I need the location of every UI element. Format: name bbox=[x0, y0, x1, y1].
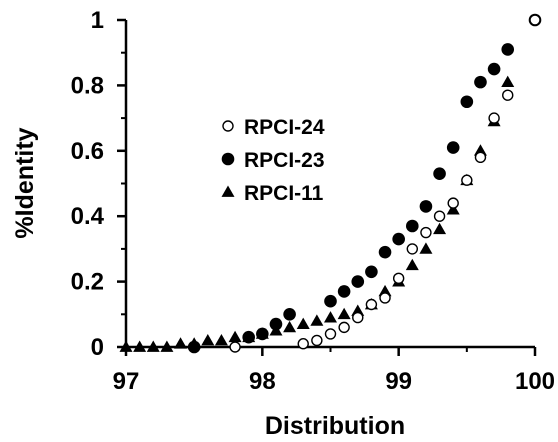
point-rpci-11 bbox=[160, 340, 174, 352]
y-axis-title: %Identity bbox=[11, 127, 39, 238]
x-tick-label: 98 bbox=[249, 368, 276, 395]
point-rpci-23 bbox=[501, 43, 515, 56]
point-rpci-11 bbox=[296, 317, 310, 329]
point-rpci-23 bbox=[378, 245, 392, 259]
point-rpci-24 bbox=[474, 151, 487, 164]
point-rpci-24 bbox=[461, 174, 473, 186]
point-rpci-11 bbox=[119, 340, 133, 352]
point-rpci-23 bbox=[392, 232, 405, 246]
point-rpci-11 bbox=[214, 333, 228, 346]
y-tick-label: 0.4 bbox=[71, 203, 105, 230]
x-tick-label: 97 bbox=[113, 368, 140, 395]
point-rpci-24 bbox=[324, 328, 337, 340]
point-rpci-24 bbox=[420, 226, 432, 239]
point-rpci-11 bbox=[446, 203, 460, 215]
point-rpci-23 bbox=[474, 75, 487, 89]
point-rpci-24 bbox=[529, 14, 541, 26]
legend-marker-rpci-23 bbox=[221, 152, 235, 166]
legend-marker-rpci-11 bbox=[221, 185, 235, 197]
point-rpci-11 bbox=[174, 337, 188, 349]
point-rpci-24 bbox=[406, 243, 418, 255]
point-rpci-23 bbox=[256, 327, 269, 341]
x-tick-label: 99 bbox=[385, 368, 412, 395]
point-rpci-24 bbox=[447, 197, 459, 209]
y-tick-label: 0.6 bbox=[71, 138, 104, 165]
point-rpci-23 bbox=[365, 265, 378, 279]
point-rpci-23 bbox=[324, 294, 337, 308]
point-rpci-23 bbox=[460, 95, 474, 109]
point-rpci-11 bbox=[133, 340, 147, 352]
point-rpci-23 bbox=[242, 330, 255, 344]
point-rpci-11 bbox=[283, 320, 297, 333]
point-rpci-11 bbox=[433, 222, 447, 235]
point-rpci-24 bbox=[311, 334, 323, 347]
point-rpci-24 bbox=[338, 321, 350, 334]
legend-label-rpci-11: RPCI-11 bbox=[244, 182, 324, 205]
point-rpci-23 bbox=[433, 167, 446, 180]
y-tick-label: 0.2 bbox=[71, 269, 104, 296]
point-rpci-24 bbox=[297, 338, 309, 350]
x-axis-title: Distribution bbox=[265, 412, 405, 440]
point-rpci-23 bbox=[419, 200, 433, 213]
point-rpci-11 bbox=[337, 307, 351, 320]
point-rpci-24 bbox=[433, 210, 446, 222]
point-rpci-23 bbox=[337, 285, 351, 298]
point-rpci-11 bbox=[419, 242, 433, 254]
point-rpci-24 bbox=[502, 89, 514, 101]
point-rpci-24 bbox=[229, 341, 241, 353]
point-rpci-24 bbox=[488, 112, 500, 124]
data-points bbox=[119, 13, 542, 354]
point-rpci-11 bbox=[310, 314, 324, 326]
point-rpci-24 bbox=[379, 292, 391, 304]
y-tick-label: 0 bbox=[91, 334, 104, 361]
point-rpci-11 bbox=[201, 333, 215, 346]
legend-marker-rpci-24 bbox=[222, 120, 234, 132]
legend-label-rpci-24: RPCI-24 bbox=[244, 116, 325, 139]
point-rpci-23 bbox=[283, 308, 296, 321]
y-tick-label: 1 bbox=[91, 7, 104, 34]
point-rpci-11 bbox=[146, 340, 160, 352]
x-tick-label: 100 bbox=[515, 368, 555, 395]
point-rpci-23 bbox=[406, 219, 419, 233]
legend: RPCI-24 RPCI-23 RPCI-11 bbox=[221, 116, 325, 205]
point-rpci-11 bbox=[228, 330, 242, 343]
legend-label-rpci-23: RPCI-23 bbox=[244, 149, 325, 172]
point-rpci-11 bbox=[324, 311, 337, 323]
point-rpci-23 bbox=[351, 275, 365, 288]
tick-labels: 0 0.2 0.4 0.6 0.8 1 97 98 99 100 bbox=[71, 7, 555, 395]
point-rpci-24 bbox=[392, 272, 405, 285]
point-rpci-23 bbox=[187, 340, 201, 354]
point-rpci-24 bbox=[365, 298, 378, 311]
y-tick-label: 0.8 bbox=[71, 72, 104, 99]
point-rpci-23 bbox=[269, 317, 283, 331]
point-rpci-24 bbox=[352, 311, 364, 324]
point-rpci-23 bbox=[446, 141, 460, 154]
point-rpci-23 bbox=[487, 62, 501, 76]
point-rpci-11 bbox=[501, 75, 515, 88]
point-rpci-11 bbox=[405, 258, 419, 271]
